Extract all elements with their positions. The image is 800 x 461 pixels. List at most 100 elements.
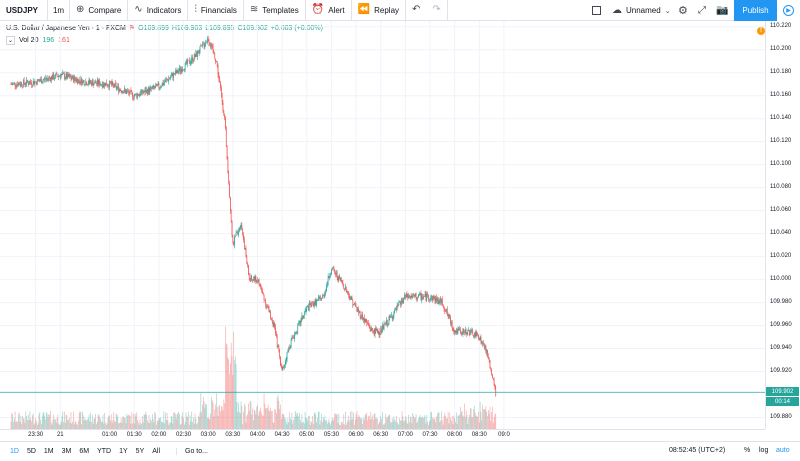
candle-body — [345, 287, 346, 290]
volume-bar — [469, 408, 471, 429]
range-button-5y[interactable]: 5Y — [135, 448, 145, 455]
candle-body — [48, 77, 50, 79]
candle-body — [261, 288, 262, 290]
volume-bar — [105, 424, 107, 429]
volume-bar — [182, 412, 184, 429]
candle-body — [383, 323, 385, 330]
candle-body — [184, 62, 186, 70]
candle-body — [14, 82, 16, 87]
volume-bar — [403, 421, 405, 429]
volume-bar — [10, 421, 12, 429]
time-tick-label: 03:30 — [225, 432, 241, 438]
symbol-title[interactable]: U.S. Dollar / Japanese Yen · 1 · FXCM — [6, 24, 126, 32]
volume-bar — [184, 422, 186, 429]
time-axis[interactable]: 23:30 21 01:00 01:30 02:00 02:30 03:00 03:30 04:… — [0, 429, 765, 441]
volume-bar — [468, 418, 469, 429]
settings-button[interactable]: ⚙ — [678, 0, 688, 21]
volume-bar — [206, 404, 207, 429]
volume-bar — [345, 411, 346, 429]
undo-button[interactable]: ↶ — [406, 0, 426, 21]
replay-button[interactable]: ⏪ Replay — [352, 0, 407, 21]
range-button-ytd[interactable]: YTD — [97, 448, 112, 455]
volume-bar — [15, 422, 17, 429]
volume-bar — [358, 414, 359, 429]
candle-body — [248, 275, 250, 280]
templates-button[interactable]: ≋ Templates — [244, 0, 306, 21]
volume-bar — [118, 423, 119, 429]
candle-body — [147, 87, 149, 95]
volume-bar — [34, 422, 36, 429]
percent-scale-button[interactable]: % — [744, 447, 751, 454]
start-video-button[interactable]: ▶ — [777, 0, 800, 21]
redo-button[interactable]: ↷ — [426, 0, 448, 21]
indicators-button[interactable]: ∿ Indicators — [128, 0, 189, 21]
fullscreen-button[interactable]: ⤢ — [698, 0, 706, 21]
price-chart[interactable] — [0, 21, 765, 429]
auto-scale-button[interactable]: auto — [776, 447, 790, 454]
interval-button[interactable]: 1m — [48, 0, 70, 21]
candle-body — [157, 83, 159, 86]
volume-bar — [175, 419, 177, 429]
financials-button[interactable]: ⫶ Financials — [188, 0, 244, 21]
volume-bar — [478, 422, 480, 429]
flag-icon[interactable]: ⚑ — [128, 25, 136, 32]
snapshot-button[interactable]: 📷 — [716, 0, 728, 21]
alert-button[interactable]: ⏰ Alert — [306, 0, 352, 21]
publish-button[interactable]: Publish — [734, 0, 777, 21]
volume-bar — [20, 415, 22, 429]
range-button-all[interactable]: All — [152, 448, 161, 455]
log-scale-button[interactable]: log — [759, 447, 769, 454]
collapse-chevron-icon[interactable]: ⌄ — [6, 36, 15, 45]
volume-value: 196 — [42, 37, 55, 44]
fullscreen-toggle-button[interactable] — [592, 0, 601, 21]
volume-bar — [450, 417, 451, 429]
volume-bar — [16, 421, 18, 429]
volume-bar — [418, 416, 420, 429]
range-button-1y[interactable]: 1Y — [119, 448, 128, 455]
candle-body — [487, 350, 488, 357]
volume-bar — [123, 416, 124, 429]
candle-body — [64, 73, 65, 79]
candle-body — [281, 365, 283, 370]
candle-body — [221, 94, 223, 103]
goto-date-button[interactable]: Go to... — [176, 448, 208, 455]
warning-icon[interactable]: ! — [757, 27, 765, 35]
volume-bar — [28, 419, 30, 429]
volume-bar — [260, 407, 262, 429]
volume-bar — [55, 419, 56, 429]
range-button-1m[interactable]: 1M — [43, 448, 54, 455]
layout-name-button[interactable]: ☁ Unnamed ⌄ — [612, 0, 671, 21]
candle-body — [105, 82, 107, 86]
price-tick-label: 110.120 — [770, 137, 792, 144]
range-button-1d[interactable]: 1D — [10, 448, 19, 455]
timezone-clock[interactable]: 08:52:45 (UTC+2) — [669, 447, 726, 454]
range-button-5d[interactable]: 5D — [26, 448, 36, 455]
price-tick-label: 110.060 — [770, 206, 792, 213]
volume-bar — [88, 414, 90, 429]
candle-body — [101, 84, 103, 87]
candle-body — [481, 341, 483, 343]
volume-bar — [81, 424, 83, 429]
symbol-search-button[interactable]: USDJPY — [0, 0, 48, 21]
range-button-6m[interactable]: 6M — [79, 448, 90, 455]
price-axis[interactable]: 110.220 110.200 110.180 110.160 110.140 110.1… — [765, 21, 800, 429]
candle-body — [358, 309, 359, 313]
volume-bar — [211, 400, 213, 429]
volume-bar — [230, 342, 232, 429]
volume-bar — [452, 424, 454, 429]
price-tick-label: 109.880 — [770, 413, 792, 420]
volume-bar — [165, 412, 166, 429]
volume-bar — [58, 423, 60, 429]
volume-bar — [207, 417, 209, 429]
range-button-3m[interactable]: 3M — [61, 448, 72, 455]
volume-bar — [124, 417, 125, 429]
candle-body — [353, 304, 354, 306]
volume-bar — [202, 404, 203, 429]
volume-bar — [464, 403, 465, 429]
volume-bar — [405, 415, 406, 429]
candle-body — [417, 297, 419, 299]
candle-body — [413, 293, 414, 296]
volume-bar — [54, 419, 55, 429]
volume-bar — [327, 421, 329, 429]
compare-button[interactable]: ⊕ Compare — [70, 0, 129, 21]
